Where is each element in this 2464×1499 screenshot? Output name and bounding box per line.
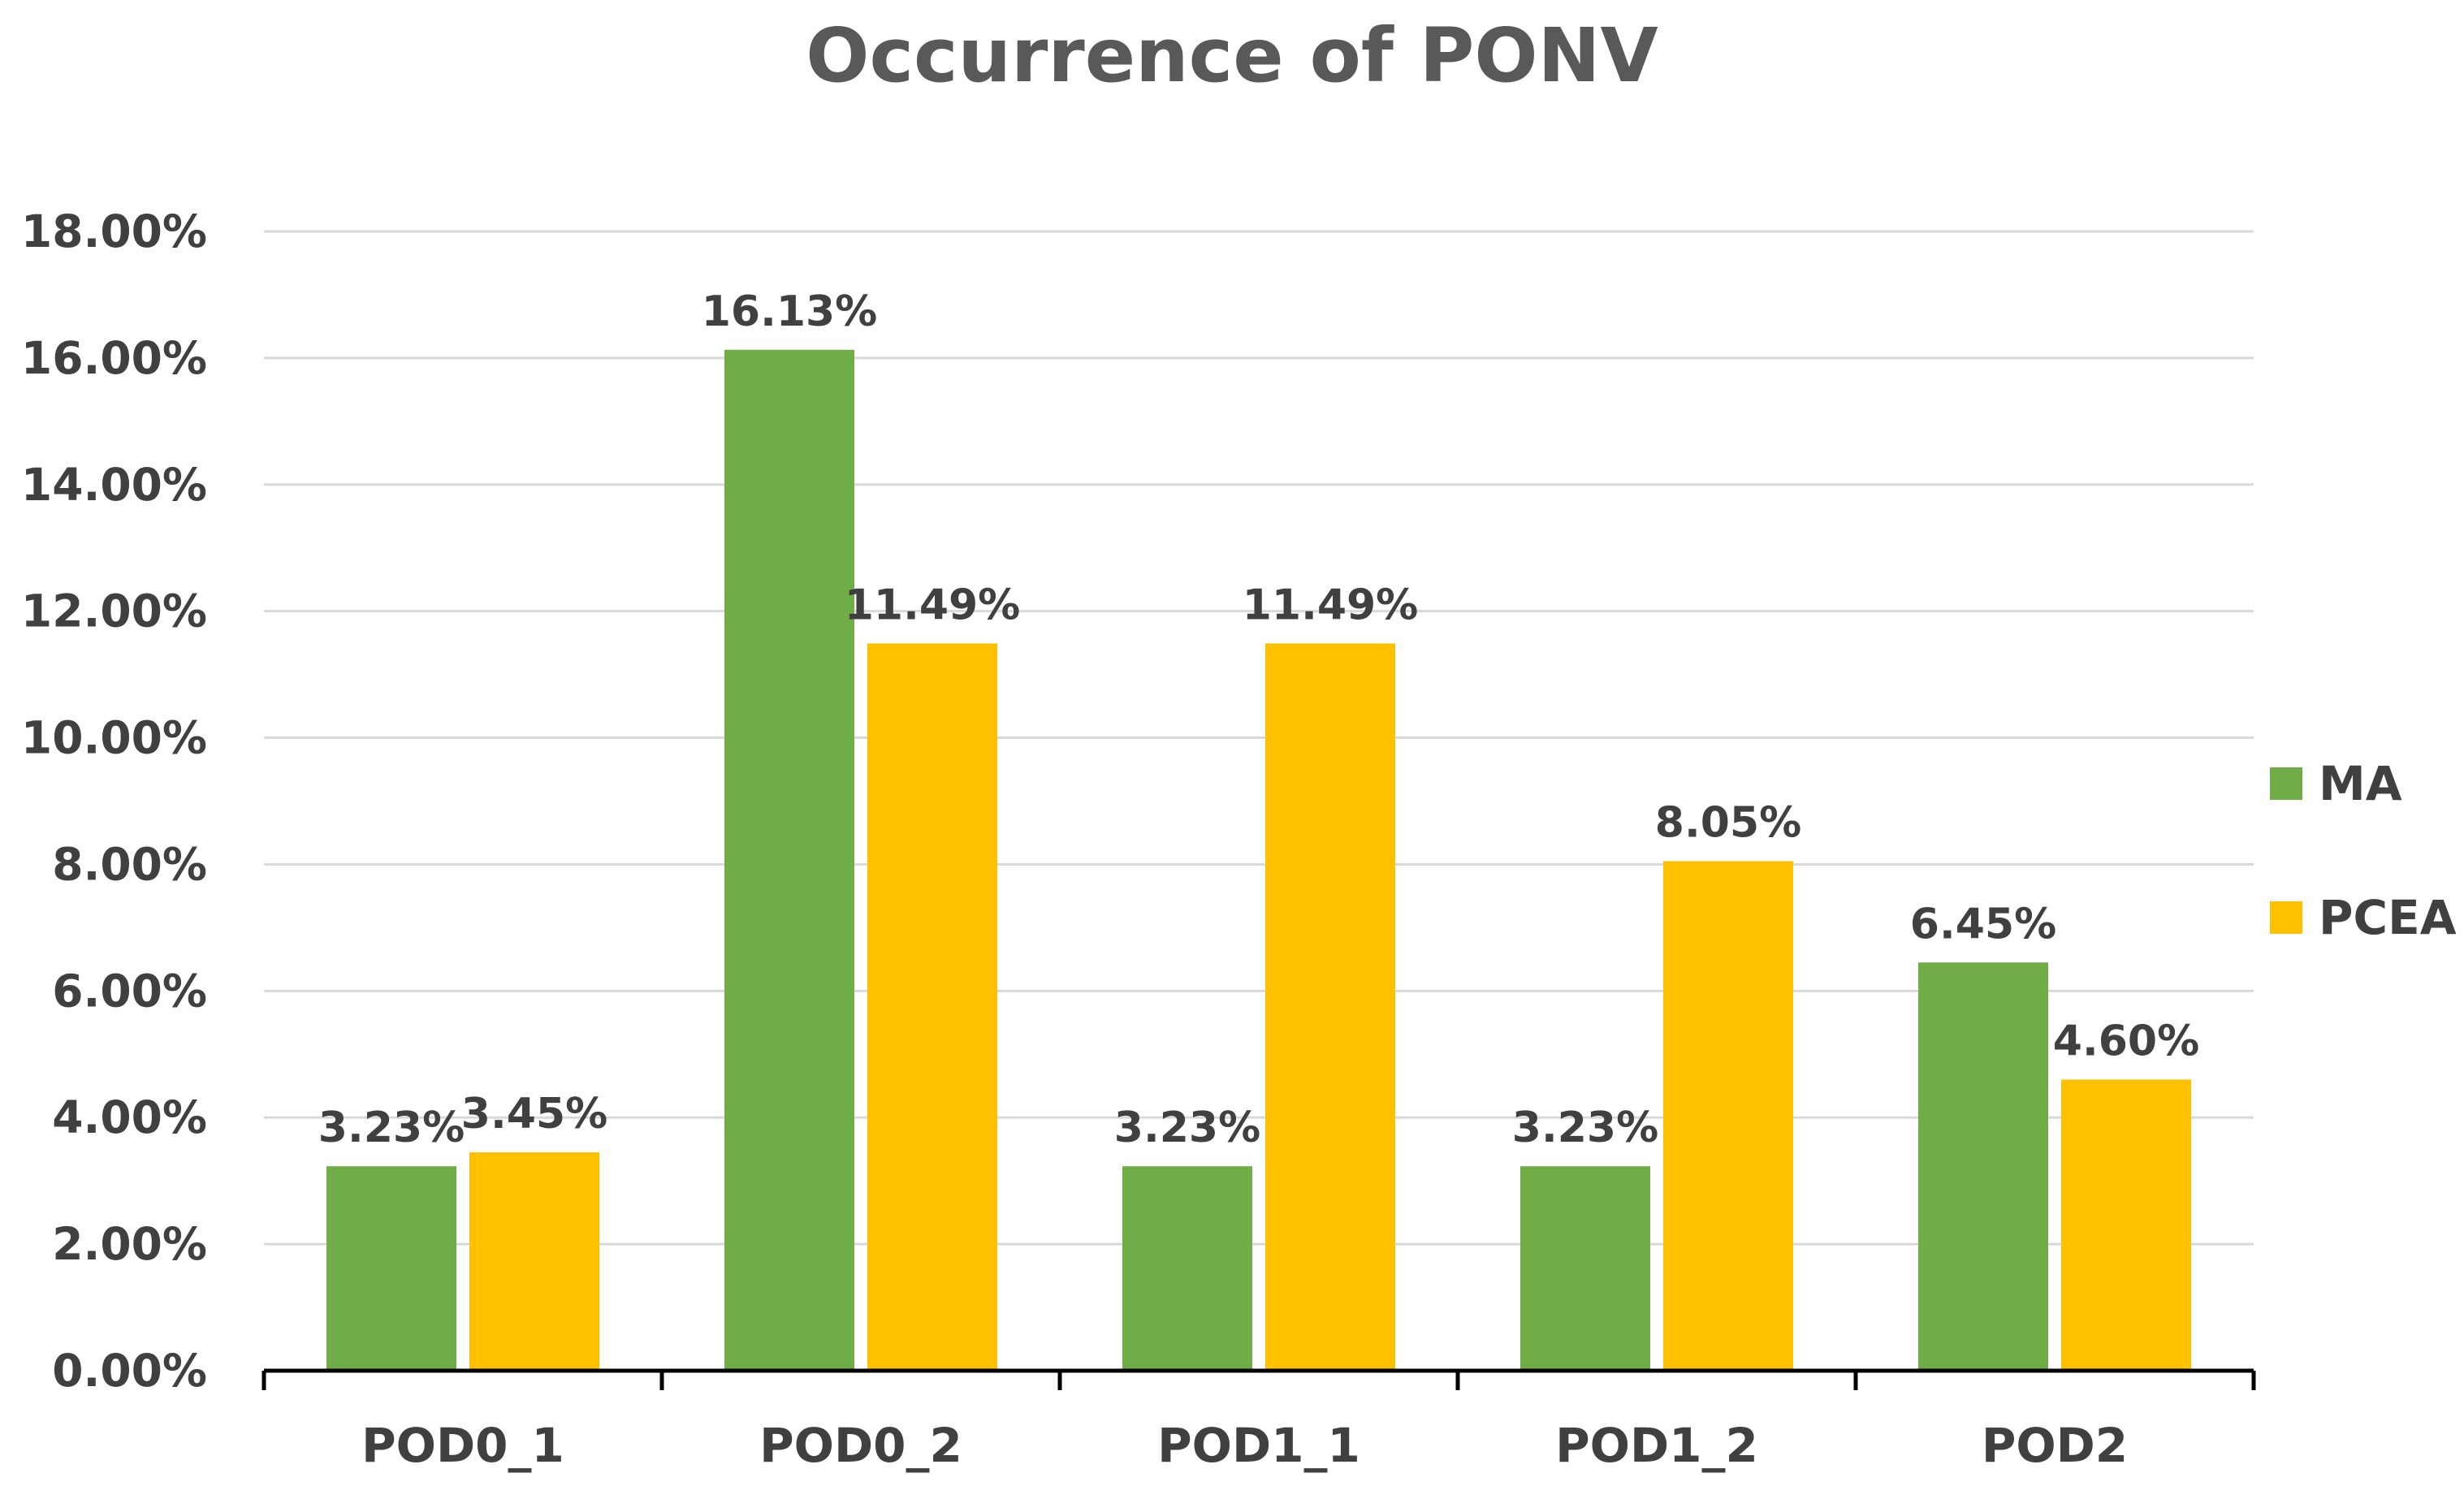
bars <box>326 349 2191 1371</box>
y-tick-label: 6.00% <box>52 965 207 1017</box>
y-tick-label: 4.00% <box>52 1091 207 1143</box>
bar-pcea-pod1_2 <box>1663 861 1793 1371</box>
data-labels: 3.23%3.45%16.13%11.49%3.23%11.49%3.23%8.… <box>318 287 2199 1152</box>
data-label-pcea-pod0_2: 11.49% <box>845 581 1021 629</box>
bar-ma-pod0_1 <box>326 1166 456 1371</box>
x-tick-label: POD1_1 <box>1157 1418 1360 1473</box>
y-tick-label: 18.00% <box>21 205 207 257</box>
data-label-pcea-pod2: 4.60% <box>2053 1017 2199 1065</box>
x-tick-label: POD2 <box>1982 1418 2128 1473</box>
data-label-pcea-pod1_1: 11.49% <box>1243 581 1419 629</box>
data-label-ma-pod1_2: 3.23% <box>1512 1104 1658 1152</box>
bar-ma-pod1_2 <box>1520 1166 1650 1371</box>
x-tick-label: POD0_2 <box>759 1418 962 1473</box>
legend-item-ma: MA <box>2270 756 2402 811</box>
y-tick-label: 0.00% <box>52 1345 207 1397</box>
chart-title: Occurrence of PONV <box>806 12 1658 99</box>
bar-pcea-pod2 <box>2061 1079 2191 1371</box>
legend-swatch <box>2270 901 2302 934</box>
x-axis-tick-labels: POD0_1 POD0_2 POD1_1 POD1_2 POD2 <box>361 1418 2128 1473</box>
legend-swatch <box>2270 767 2302 800</box>
y-tick-label: 10.00% <box>21 712 207 764</box>
legend: MA PCEA <box>2270 756 2457 945</box>
data-label-pcea-pod1_2: 8.05% <box>1655 799 1801 848</box>
x-axis <box>262 1368 2256 1390</box>
bar-pcea-pod1_1 <box>1265 643 1395 1371</box>
data-label-ma-pod2: 6.45% <box>1910 900 2056 948</box>
x-tick-label: POD0_1 <box>361 1418 564 1473</box>
y-axis-tick-labels: 0.00% 2.00% 4.00% 6.00% 8.00% 10.00% 12.00% 14.… <box>21 205 207 1397</box>
y-tick-label: 14.00% <box>21 459 207 511</box>
legend-item-pcea: PCEA <box>2270 890 2457 945</box>
legend-label: PCEA <box>2319 890 2457 945</box>
data-label-ma-pod0_2: 16.13% <box>702 287 878 336</box>
data-label-ma-pod0_1: 3.23% <box>318 1104 465 1152</box>
bar-ma-pod0_2 <box>724 349 854 1371</box>
gridlines <box>264 230 2254 1246</box>
bar-pcea-pod0_1 <box>469 1152 599 1371</box>
y-tick-label: 12.00% <box>21 585 207 637</box>
bar-ma-pod2 <box>1918 962 2048 1371</box>
legend-label: MA <box>2319 756 2402 811</box>
data-label-ma-pod1_1: 3.23% <box>1114 1104 1260 1152</box>
bar-ma-pod1_1 <box>1122 1166 1252 1371</box>
y-tick-label: 16.00% <box>21 332 207 384</box>
y-tick-label: 8.00% <box>52 838 207 890</box>
data-label-pcea-pod0_1: 3.45% <box>461 1090 607 1138</box>
x-tick-label: POD1_2 <box>1555 1418 1758 1473</box>
bar-pcea-pod0_2 <box>867 643 997 1371</box>
y-tick-label: 2.00% <box>52 1218 207 1270</box>
